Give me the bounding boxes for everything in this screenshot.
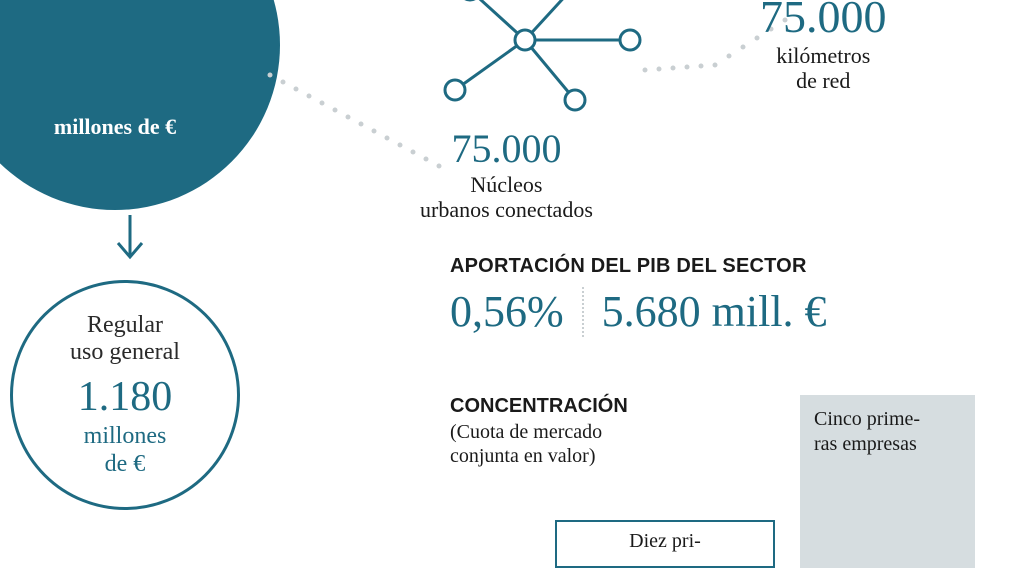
concentration-block: CONCENTRACIÓN (Cuota de mercadoconjunta … — [450, 395, 628, 468]
network-icon — [420, 0, 650, 140]
pib-title: APORTACIÓN DEL PIB DEL SECTOR — [450, 255, 827, 278]
stat-nucleos-value: 75.000 — [420, 125, 593, 172]
stat-km-label: kilómetrosde red — [760, 43, 887, 94]
small-stat-value: 1.180 — [78, 373, 173, 421]
big-stat-circle: millones de € — [0, 0, 280, 210]
concentration-bar-5-label: Cinco prime-ras empresas — [814, 408, 920, 455]
small-stat-label: Regularuso general — [70, 312, 180, 367]
concentration-title: CONCENTRACIÓN — [450, 395, 628, 418]
pib-value: 5.680 mill. € — [584, 286, 827, 337]
pib-percent: 0,56% — [450, 286, 582, 337]
concentration-bar-5: Cinco prime-ras empresas — [800, 395, 975, 568]
concentration-bar-10: Diez pri- — [555, 520, 775, 568]
stat-nucleos: 75.000 Núcleosurbanos conectados — [420, 125, 593, 223]
stat-nucleos-label: Núcleosurbanos conectados — [420, 172, 593, 223]
stat-km-value: 75.000 — [760, 0, 887, 43]
stat-km-red: 75.000 kilómetrosde red — [760, 0, 887, 94]
arrow-down-icon — [110, 215, 150, 275]
concentration-bar-10-label: Diez pri- — [629, 530, 701, 566]
small-stat-unit: millonesde € — [84, 423, 167, 478]
small-stat-circle: Regularuso general 1.180 millonesde € — [10, 280, 240, 510]
big-stat-unit: millones de € — [54, 114, 176, 140]
concentration-subtitle: (Cuota de mercadoconjunta en valor) — [450, 420, 628, 468]
pib-block: APORTACIÓN DEL PIB DEL SECTOR 0,56% 5.68… — [450, 255, 827, 337]
